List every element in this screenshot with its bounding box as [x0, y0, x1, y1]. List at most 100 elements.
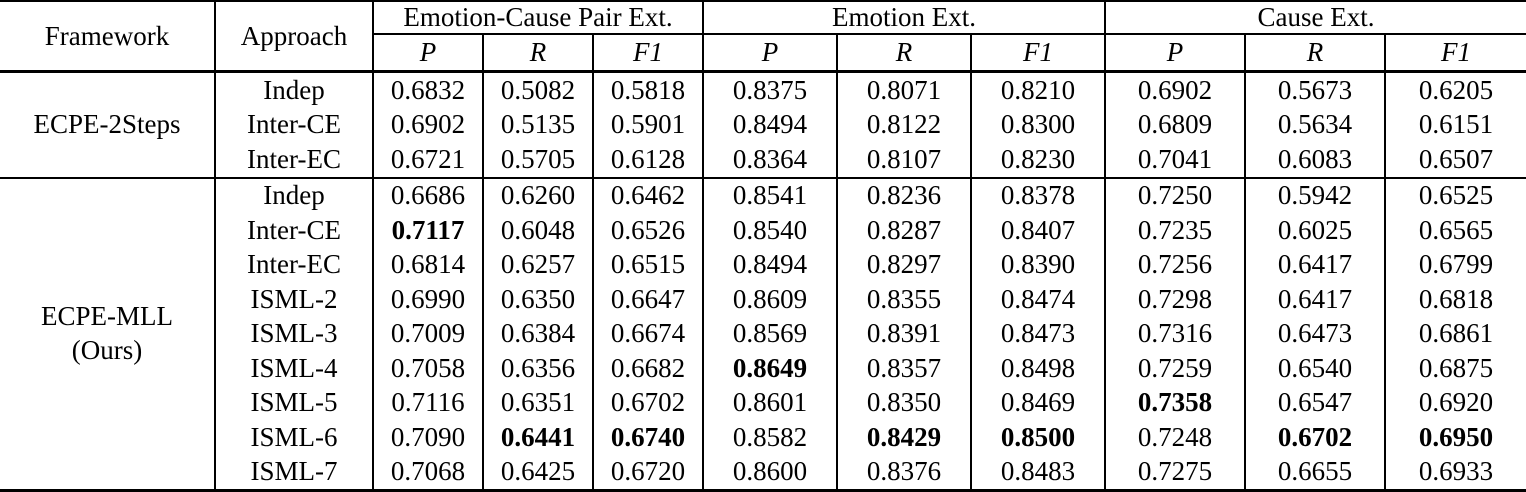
value-cell: 0.6647 — [592, 281, 703, 317]
value-cell: 0.6809 — [1104, 107, 1246, 142]
value-cell: 0.8500 — [969, 419, 1106, 455]
value-cell: 0.7068 — [372, 454, 483, 491]
approach-cell: Inter-CE — [214, 107, 373, 142]
metric-header-p: P — [372, 34, 483, 73]
table-row: Inter-EC 0.6814 0.6257 0.6515 0.8494 0.8297 0.… — [0, 247, 1526, 282]
value-cell: 0.7275 — [1104, 454, 1246, 491]
metric-header-r: R — [1244, 34, 1386, 73]
approach-cell: Inter-EC — [214, 247, 373, 282]
value-cell: 0.7256 — [1104, 247, 1246, 282]
value-cell: 0.8364 — [702, 142, 837, 178]
value-cell: 0.8541 — [702, 176, 837, 213]
value-cell: 0.8300 — [969, 107, 1106, 142]
value-cell: 0.6356 — [482, 350, 593, 386]
value-cell: 0.8600 — [702, 454, 837, 491]
metric-header-p: P — [1104, 34, 1246, 73]
framework-label-line: ECPE-MLL — [41, 301, 173, 331]
value-cell: 0.8473 — [969, 316, 1106, 351]
value-cell: 0.8390 — [969, 247, 1106, 282]
value-cell: 0.8355 — [836, 281, 971, 317]
approach-cell: Indep — [214, 176, 373, 213]
value-cell: 0.8494 — [702, 107, 837, 142]
metric-header-f1: F1 — [592, 34, 703, 73]
value-cell: 0.6682 — [592, 350, 703, 386]
value-cell: 0.6818 — [1384, 281, 1526, 317]
value-cell: 0.6462 — [592, 176, 703, 213]
value-cell: 0.8582 — [702, 419, 837, 455]
value-cell: 0.7298 — [1104, 281, 1246, 317]
framework-label-line: (Ours) — [71, 334, 143, 365]
value-cell: 0.6526 — [592, 213, 703, 248]
value-cell: 0.8429 — [836, 419, 971, 455]
value-cell: 0.6655 — [1244, 454, 1386, 491]
value-cell: 0.8474 — [969, 281, 1106, 317]
value-cell: 0.6740 — [592, 419, 703, 455]
metric-header-f1: F1 — [969, 34, 1106, 73]
group-header-emotion-ext: Emotion Ext. — [701, 1, 1106, 35]
value-cell: 0.7250 — [1104, 176, 1246, 213]
framework-cell: ECPE-2Steps — [0, 72, 215, 178]
value-cell: 0.6540 — [1244, 350, 1386, 386]
value-cell: 0.6990 — [372, 281, 483, 317]
value-cell: 0.8071 — [836, 71, 971, 108]
value-cell: 0.6702 — [592, 385, 703, 420]
value-cell: 0.6417 — [1244, 247, 1386, 282]
value-cell: 0.8210 — [969, 71, 1106, 108]
value-cell: 0.8297 — [836, 247, 971, 282]
table-row: Inter-EC 0.6721 0.5705 0.6128 0.8364 0.8107 0.… — [0, 142, 1526, 178]
approach-cell: Indep — [214, 71, 373, 108]
group-header-emotion-cause-pair-ext: Emotion-Cause Pair Ext. — [372, 1, 703, 35]
col-header-framework: Framework — [0, 1, 215, 73]
value-cell: 0.8609 — [702, 281, 837, 317]
value-cell: 0.5942 — [1244, 176, 1386, 213]
value-cell: 0.6205 — [1384, 71, 1526, 108]
value-cell: 0.8378 — [969, 176, 1106, 213]
col-header-approach: Approach — [214, 1, 373, 73]
value-cell: 0.8469 — [969, 385, 1106, 420]
metric-header-p: P — [702, 34, 837, 73]
approach-cell: ISML-7 — [214, 454, 373, 491]
approach-cell: ISML-3 — [214, 316, 373, 351]
header-metric-row: P R F1 P R F1 P R F1 — [0, 34, 1526, 73]
table-row: Inter-CE 0.6902 0.5135 0.5901 0.8494 0.8122 0.… — [0, 107, 1526, 142]
value-cell: 0.6565 — [1384, 213, 1526, 248]
value-cell: 0.6686 — [372, 176, 483, 213]
table-row: ECPE-MLL (Ours) Indep 0.6686 0.6260 0.6462 0.8… — [0, 176, 1526, 491]
value-cell: 0.6902 — [372, 107, 483, 142]
value-cell: 0.6674 — [592, 316, 703, 351]
value-cell: 0.6861 — [1384, 316, 1526, 351]
value-cell: 0.8649 — [702, 350, 837, 386]
approach-cell: ISML-4 — [214, 350, 373, 386]
value-cell: 0.8287 — [836, 213, 971, 248]
value-cell: 0.8236 — [836, 176, 971, 213]
value-cell: 0.6441 — [482, 419, 593, 455]
value-cell: 0.7116 — [372, 385, 483, 420]
value-cell: 0.8350 — [836, 385, 971, 420]
value-cell: 0.7316 — [1104, 316, 1246, 351]
value-cell: 0.8391 — [836, 316, 971, 351]
value-cell: 0.8540 — [702, 213, 837, 248]
value-cell: 0.6547 — [1244, 385, 1386, 420]
value-cell: 0.8494 — [702, 247, 837, 282]
value-cell: 0.6473 — [1244, 316, 1386, 351]
value-cell: 0.6048 — [482, 213, 593, 248]
group-header-cause-ext: Cause Ext. — [1104, 1, 1526, 35]
value-cell: 0.6814 — [372, 247, 483, 282]
value-cell: 0.5082 — [482, 71, 593, 108]
value-cell: 0.6721 — [372, 142, 483, 178]
value-cell: 0.7117 — [372, 213, 483, 248]
value-cell: 0.5818 — [592, 71, 703, 108]
value-cell: 0.6260 — [482, 176, 593, 213]
approach-cell: ISML-6 — [214, 419, 373, 455]
value-cell: 0.7358 — [1104, 385, 1246, 420]
value-cell: 0.6875 — [1384, 350, 1526, 386]
value-cell: 0.8376 — [836, 454, 971, 491]
value-cell: 0.6525 — [1384, 176, 1526, 213]
approach-cell: Inter-CE — [214, 213, 373, 248]
value-cell: 0.8230 — [969, 142, 1106, 178]
value-cell: 0.7090 — [372, 419, 483, 455]
value-cell: 0.6351 — [482, 385, 593, 420]
value-cell: 0.8122 — [836, 107, 971, 142]
table-row: ISML-4 0.7058 0.6356 0.6682 0.8649 0.8357 0.84… — [0, 350, 1526, 386]
